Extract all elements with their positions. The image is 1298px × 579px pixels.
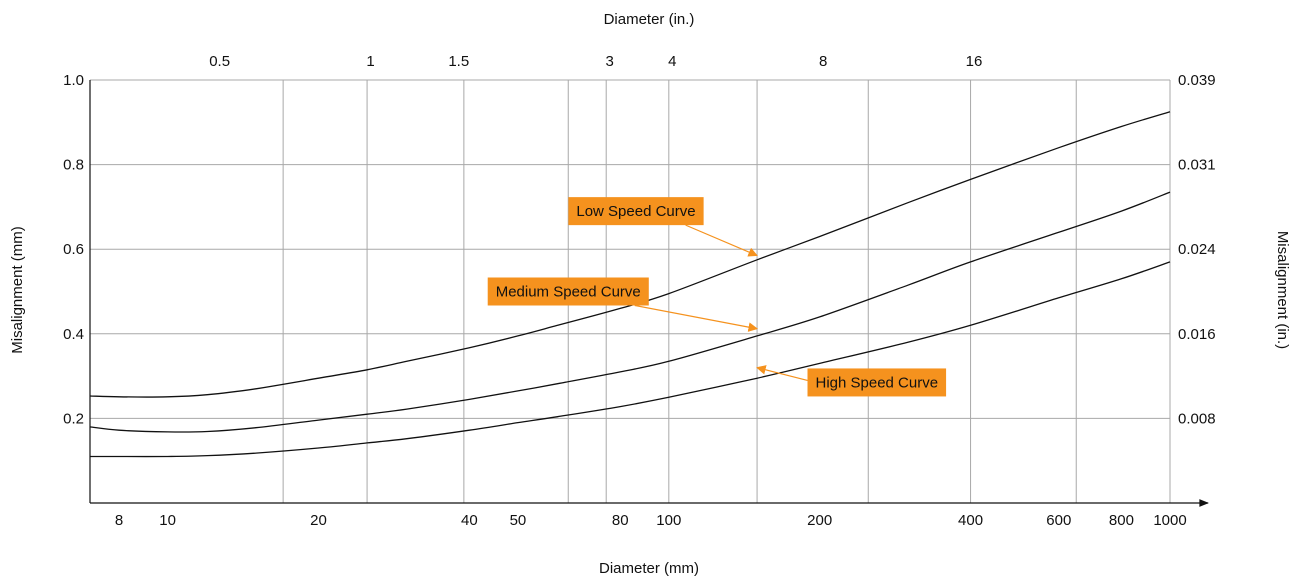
x-tick-label: 8: [115, 512, 123, 529]
medium-speed-curve-label-text: Medium Speed Curve: [496, 284, 641, 301]
x-tick-label: 800: [1109, 512, 1134, 529]
x2-tick-label: 3: [605, 53, 613, 70]
x2-tick-label: 16: [966, 53, 983, 70]
y-tick-label: 0.8: [63, 157, 84, 174]
x-tick-label: 80: [612, 512, 629, 529]
x-tick-label: 200: [807, 512, 832, 529]
x-tick-label: 600: [1046, 512, 1071, 529]
medium-speed-curve-pointer-arrow: [634, 304, 759, 332]
x2-tick-label: 8: [819, 53, 827, 70]
axes: [89, 80, 1209, 507]
high-speed-curve-label-box: [807, 368, 947, 397]
low-speed-curve-label: Low Speed Curve: [568, 197, 704, 226]
x-tick-label: 50: [510, 512, 527, 529]
y2-tick-label: 0.016: [1178, 326, 1216, 343]
low-speed-curve-line: [89, 111, 1171, 398]
y2-tick-label: 0.024: [1178, 241, 1216, 258]
low-speed-curve-label-box: [568, 197, 704, 226]
grid-lines: [90, 79, 1171, 503]
bottom-axis-title: Diameter (mm): [599, 560, 699, 577]
y2-tick-label: 0.039: [1178, 72, 1216, 89]
y-tick-label: 0.6: [63, 241, 84, 258]
right-axis-title: Misalignment (in.): [1274, 231, 1291, 349]
x-tick-label: 10: [159, 512, 176, 529]
low-speed-curve-pointer-arrow: [685, 224, 758, 257]
high-speed-curve-pointer-arrow: [756, 365, 808, 382]
x2-tick-label: 0.5: [209, 53, 230, 70]
x-tick-label: 20: [310, 512, 327, 529]
high-speed-curve-line: [90, 261, 1171, 458]
high-speed-curve-label-text: High Speed Curve: [816, 374, 939, 391]
x-tick-label: 1000: [1153, 512, 1186, 529]
medium-speed-curve-label: Medium Speed Curve: [487, 277, 649, 306]
y2-tick-label: 0.031: [1178, 157, 1216, 174]
top-axis-title: Diameter (in.): [604, 11, 695, 28]
left-axis-title: Misalignment (mm): [9, 226, 26, 354]
y-tick-label: 0.2: [63, 410, 84, 427]
y2-tick-label: 0.008: [1178, 410, 1216, 427]
x-tick-label: 100: [656, 512, 681, 529]
x2-tick-label: 1: [366, 53, 374, 70]
low-speed-curve-label-text: Low Speed Curve: [576, 203, 695, 220]
x2-tick-label: 1.5: [448, 53, 469, 70]
x-tick-label: 400: [958, 512, 983, 529]
curve-labels: Low Speed Curve Medium Speed Curve High Sp…: [487, 197, 947, 397]
medium-speed-curve-line: [89, 191, 1171, 433]
high-speed-curve-label: High Speed Curve: [807, 368, 947, 397]
medium-speed-curve-label-box: [487, 277, 649, 306]
x2-tick-label: 4: [668, 53, 676, 70]
tick-labels: 8 10 20 40 50 80 100 200 400 600 800 1000 0.5 1 1.5 3 4 8…: [63, 53, 1215, 529]
y-tick-label: 0.4: [63, 326, 84, 343]
y-tick-label: 1.0: [63, 72, 84, 89]
curves: [89, 111, 1171, 458]
x-tick-label: 40: [461, 512, 478, 529]
